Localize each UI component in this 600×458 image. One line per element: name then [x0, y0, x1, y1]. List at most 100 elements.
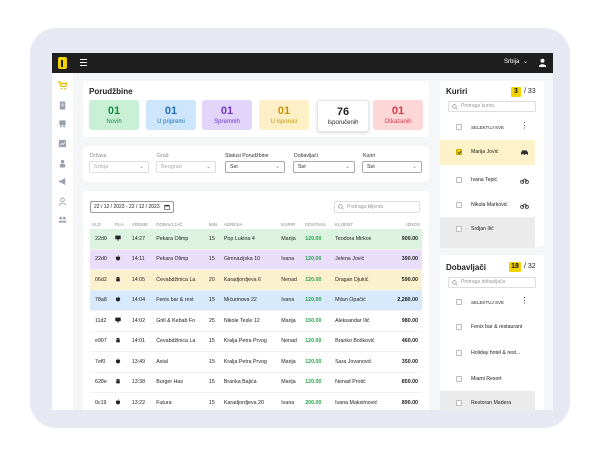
client-search-input[interactable]: Pretraga klijenta [334, 201, 420, 213]
date-range-input[interactable]: 22 / 12 / 2023 - 22 / 12 / 2023 [90, 201, 174, 213]
city-select[interactable]: Beograd ⌄ [156, 161, 216, 173]
courier-checkbox[interactable] [456, 149, 462, 155]
suppliers-select[interactable]: Svi ⌄ [293, 161, 355, 173]
more-vertical-icon[interactable]: ⋮ [520, 296, 529, 305]
select-all-checkbox[interactable] [456, 299, 462, 305]
prep-minutes: 15 [206, 351, 222, 373]
supplier-name: Pekara Olimp [154, 249, 207, 270]
suppliers-select-all-row[interactable]: SELEKTUJ SVE ⋮ [440, 290, 535, 315]
client-name: Jelena Jović [333, 249, 390, 270]
apple-icon [115, 357, 121, 364]
table-row[interactable]: 11d2 14:02 Grill & Kebab Fo 25 Nikole Tesle … [90, 310, 422, 332]
courier-search-input[interactable]: Pretraga kurira [448, 101, 536, 112]
supplier-name: Astal [154, 351, 207, 373]
couriers-select[interactable]: Svi ⌄ [362, 161, 422, 173]
status-select[interactable]: Svi ⌄ [225, 161, 285, 173]
chart-icon[interactable] [58, 139, 67, 148]
building-icon[interactable] [58, 159, 67, 168]
apple-icon [115, 398, 121, 405]
courier-item[interactable]: Marija Jović [440, 140, 535, 165]
stat-label: U pripremi [157, 119, 185, 125]
country-select[interactable]: Srbija ⌄ [89, 161, 149, 173]
supplier-checkbox[interactable] [456, 324, 462, 330]
table-row[interactable]: 78a8 14:04 Fenix bar & rest 15 Mićurinova 22… [90, 290, 422, 311]
megaphone-icon[interactable] [58, 177, 67, 186]
column-header[interactable]: KLIJENT [335, 221, 354, 227]
supplier-checkbox[interactable] [456, 376, 462, 382]
filter-label-status: Statusi Porudžbine [225, 153, 269, 159]
prep-minutes: 15 [206, 372, 222, 393]
order-time: 13:49 [129, 351, 155, 373]
platform-cell [112, 331, 130, 352]
table-row[interactable]: 06d2 14:05 Ćevabdžinica La 20 Karadjordjeva … [90, 269, 422, 291]
column-header[interactable]: KURIR [281, 221, 296, 227]
supplier-item[interactable]: Fenix bar & restaurant [440, 315, 535, 340]
stat-card[interactable]: 76 Isporučenih [317, 100, 369, 132]
order-amount: 2,280.00 [389, 290, 422, 311]
user-icon[interactable] [538, 58, 547, 67]
stat-card[interactable]: 01 U isporuci [259, 100, 309, 130]
column-header[interactable]: DOSTAVA [305, 221, 326, 227]
prep-minutes: 15 [206, 392, 222, 410]
address: Karadjordjeva 20 [221, 392, 280, 410]
table-row[interactable]: e907 14:01 Ćevabdžinica La 15 Kralja Petra P… [90, 331, 422, 352]
order-amount: 980.00 [389, 310, 422, 332]
column-header[interactable]: MIN [208, 221, 218, 227]
supplier-item[interactable]: Miami Resort [440, 367, 535, 392]
supplier-checkbox[interactable] [456, 350, 462, 356]
table-row[interactable]: 628e 13:38 Burger Has 15 Branka Bajića Marija… [90, 372, 422, 393]
language-selector[interactable]: Srbija ⌄ [504, 57, 528, 68]
order-time: 14:11 [129, 249, 155, 270]
table-row[interactable]: 7ef0 13:49 Astal 15 Kralja Petra Prvog Marija… [90, 351, 422, 373]
select-all-checkbox[interactable] [456, 124, 462, 130]
couriers-title: Kuriri [446, 87, 468, 96]
user-icon[interactable] [58, 197, 67, 206]
table-row[interactable]: 22d0 14:11 Pekara Olimp 15 Gimnazijska 10 Iva… [90, 249, 422, 270]
order-time: 13:22 [129, 392, 155, 410]
column-header[interactable]: IZNOS [406, 221, 420, 227]
supplier-search-input[interactable]: Pretraga dobavljača [448, 277, 536, 288]
order-amount: 590.00 [389, 269, 422, 291]
delivery-fee: 200.00 [303, 392, 334, 410]
vehicle-icon [520, 149, 529, 156]
delivery-fee: 120.00 [303, 229, 334, 250]
document-icon[interactable] [58, 101, 67, 110]
order-id: 11d2 [90, 310, 113, 332]
menu-icon[interactable] [80, 59, 87, 66]
column-header[interactable]: VREME [131, 221, 148, 227]
more-vertical-icon[interactable]: ⋮ [520, 121, 529, 130]
courier-checkbox[interactable] [456, 177, 462, 183]
client-name: Branko Bošković [333, 331, 390, 352]
column-header[interactable]: ADRESA [223, 221, 243, 227]
order-id: 22d0 [90, 229, 113, 250]
stat-card[interactable]: 01 Novih [89, 100, 139, 130]
delivery-fee: 120.00 [303, 351, 334, 373]
courier-item[interactable]: Srdjan Ilić [440, 217, 535, 248]
courier-checkbox[interactable] [456, 202, 462, 208]
supplier-name: Fenix bar & restaurant [471, 324, 523, 330]
column-header[interactable]: VLD [92, 221, 101, 227]
supplier-checkbox[interactable] [456, 400, 462, 406]
group-icon[interactable] [58, 215, 67, 224]
table-row[interactable]: 22d0 14:27 Pekara Olimp 15 Pop Lukina 4 Marij… [90, 229, 422, 250]
couriers-select-all-row[interactable]: SELEKTUJ SVE ⋮ [440, 115, 535, 140]
column-header[interactable]: PLA. [114, 221, 125, 227]
stat-card[interactable]: 01 Spremnih [202, 100, 252, 130]
truck-icon[interactable] [58, 119, 67, 128]
order-id: 78a8 [90, 290, 113, 311]
prep-minutes: 25 [206, 310, 222, 332]
courier-checkbox[interactable] [456, 226, 462, 232]
prep-minutes: 15 [206, 249, 222, 270]
stat-card[interactable]: 01 U pripremi [146, 100, 196, 130]
column-header[interactable]: DOBAVLJAČ [156, 221, 183, 227]
order-id: e907 [90, 331, 113, 352]
supplier-item[interactable]: Restoran Madera [440, 391, 535, 410]
android-icon [116, 379, 120, 384]
courier-item[interactable]: Ivana Tepić [440, 168, 535, 193]
cart-icon[interactable] [58, 81, 67, 90]
stat-card[interactable]: 01 Otkazanih [373, 100, 423, 130]
courier-item[interactable]: Nikola Marković [440, 193, 535, 218]
supplier-item[interactable]: Holiday hotel & rest... [440, 341, 535, 366]
table-row[interactable]: 0c19 13:22 Futura 15 Karadjordjeva 20 Ivana 20… [90, 392, 422, 410]
supplier-name: Pekara Olimp [154, 229, 207, 250]
